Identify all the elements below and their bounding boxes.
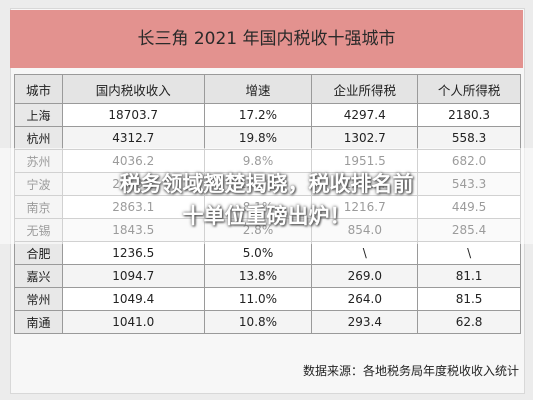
table-row: 嘉兴 1094.7 13.8% 269.0 81.1 [14, 264, 521, 288]
value-cell: 13.8% [203, 264, 313, 288]
value-cell: 5.0% [203, 241, 313, 265]
header-row: 城市 国内税收收入 增速 企业所得税 个人所得税 [14, 74, 521, 104]
value-cell: 1041.0 [61, 310, 205, 334]
source-note: 数据来源：各地税务局年度税收收入统计 [302, 364, 519, 378]
table-row: 合肥 1236.5 5.0% \ \ [14, 241, 521, 265]
table-row: 杭州 4312.7 19.8% 1302.7 558.3 [14, 126, 521, 150]
table-title: 长三角 2021 年国内税收十强城市 [10, 10, 523, 68]
city-cell: 杭州 [14, 126, 63, 150]
value-cell: 1049.4 [61, 287, 205, 311]
value-cell: 10.8% [203, 310, 313, 334]
overlay-band [0, 148, 533, 244]
value-cell: 269.0 [311, 264, 419, 288]
value-cell: 81.1 [417, 264, 521, 288]
value-cell: 558.3 [417, 126, 521, 150]
overlay-line: 税务领域翘楚揭晓，税收排名前 [119, 172, 414, 196]
value-cell: 62.8 [417, 310, 521, 334]
value-cell: 1094.7 [61, 264, 205, 288]
table-row: 常州 1049.4 11.0% 264.0 81.5 [14, 287, 521, 311]
value-cell: 293.4 [311, 310, 419, 334]
value-cell: 18703.7 [61, 103, 205, 127]
value-cell: 19.8% [203, 126, 313, 150]
value-cell: 17.2% [203, 103, 313, 127]
city-cell: 上海 [14, 103, 63, 127]
city-cell: 南通 [14, 310, 63, 334]
column-header: 增速 [203, 74, 313, 104]
city-cell: 常州 [14, 287, 63, 311]
overlay-line: 十单位重磅出炉！ [182, 204, 351, 228]
value-cell: 264.0 [311, 287, 419, 311]
table-row: 南通 1041.0 10.8% 293.4 62.8 [14, 310, 521, 334]
column-header: 个人所得税 [417, 74, 521, 104]
column-header: 企业所得税 [311, 74, 419, 104]
table-row: 上海 18703.7 17.2% 4297.4 2180.3 [14, 103, 521, 127]
value-cell: 4297.4 [311, 103, 419, 127]
column-header: 城市 [14, 74, 63, 104]
city-cell: 合肥 [14, 241, 63, 265]
value-cell: \ [311, 241, 419, 265]
city-cell: 嘉兴 [14, 264, 63, 288]
value-cell: 2180.3 [417, 103, 521, 127]
value-cell: \ [417, 241, 521, 265]
value-cell: 1302.7 [311, 126, 419, 150]
value-cell: 11.0% [203, 287, 313, 311]
value-cell: 81.5 [417, 287, 521, 311]
column-header: 国内税收收入 [61, 74, 205, 104]
value-cell: 4312.7 [61, 126, 205, 150]
value-cell: 1236.5 [61, 241, 205, 265]
